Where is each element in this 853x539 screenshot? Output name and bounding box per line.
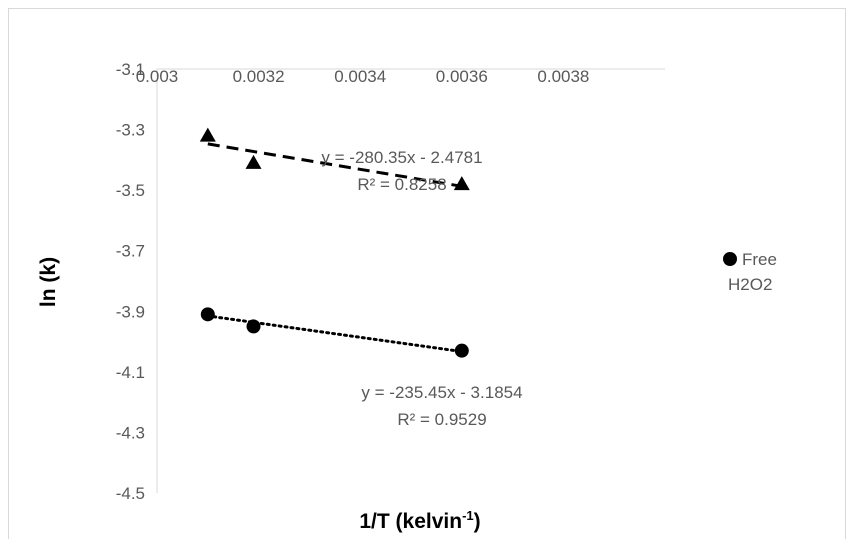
x-axis-title-superscript: -1 [462,508,474,523]
circle-point [454,343,469,358]
y-tick-label: -4.3 [116,423,145,442]
y-axis-title: ln (k) [37,257,60,307]
x-axis-title-tail: ) [474,510,481,533]
x-tick-label: 0.0036 [436,67,488,86]
r2-label-series-1: R² = 0.8258 [357,175,446,194]
legend-label-line-1: Free [742,250,777,269]
x-axis-title: 1/T (kelvin-1) [359,508,480,533]
axes [156,68,665,493]
y-tick-label: -3.5 [116,181,145,200]
y-tick-label: -3.9 [116,302,145,321]
x-axis-title-base: 1/T (kelvin [359,510,462,533]
r2-label-series-2: R² = 0.9529 [397,410,486,429]
legend-label-line-2: H2O2 [728,275,772,294]
y-tick-label: -3.7 [116,242,145,261]
x-tick-label: 0.0038 [537,67,589,86]
trendline-series-1 [207,142,463,188]
chart-area [8,8,846,539]
x-tick-label: 0.003 [136,67,179,86]
y-tick-label: -4.5 [116,484,145,503]
data-points [199,127,470,358]
x-tick-label: 0.0034 [334,67,386,86]
y-tick-label: -3.1 [116,60,145,79]
tick-labels: 0.003 0.0032 0.0034 0.0036 0.0038 -3.1 -3.3 -3.… [116,60,590,503]
legend: Free H2O2 [723,250,777,294]
legend-marker-circle [723,252,737,266]
y-tick-label: -4.1 [116,363,145,382]
x-tick-label: 0.0032 [233,67,285,86]
triangle-point [453,176,470,191]
equation-label-series-2: y = -235.45x - 3.1854 [361,383,522,402]
y-tick-label: -3.3 [116,121,145,140]
triangle-point [199,127,216,142]
circle-point [200,307,215,322]
trendline-series-2 [206,314,464,354]
equation-label-series-1: y = -280.35x - 2.4781 [321,148,482,167]
circle-point [246,319,261,334]
triangle-point [245,154,262,169]
